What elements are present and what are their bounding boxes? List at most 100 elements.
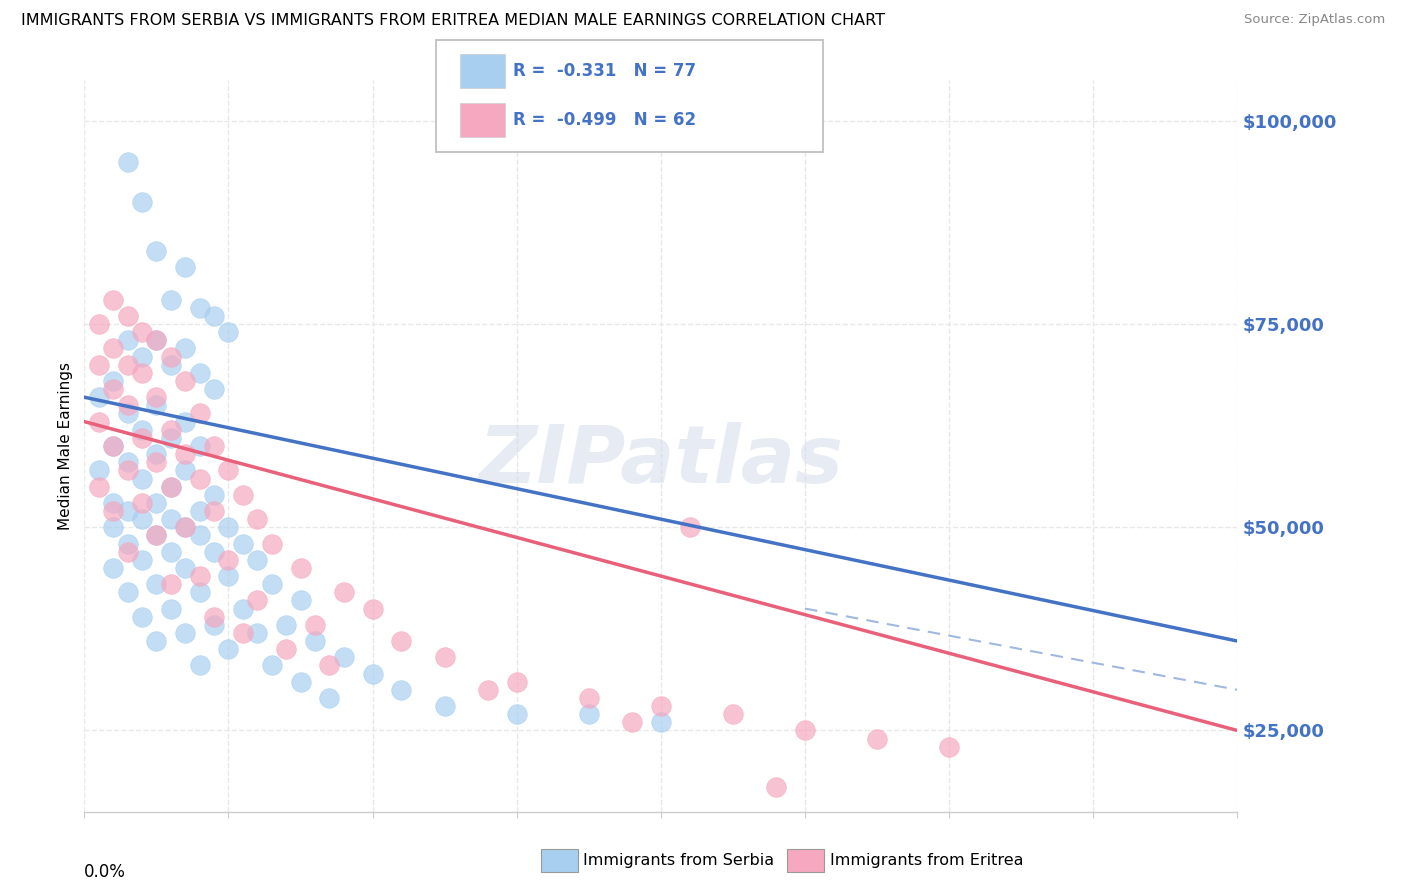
Point [131,423,153,437]
Point [260,536,283,550]
Point [202,617,225,632]
Point [145,334,167,348]
Point [103,342,124,356]
Point [103,374,124,388]
Point [174,626,197,640]
Point [174,415,197,429]
Point [650,699,672,714]
Text: R =  -0.331   N = 77: R = -0.331 N = 77 [513,62,696,79]
Point [188,504,211,518]
Point [174,260,197,275]
Point [145,390,167,404]
Point [160,431,183,445]
Point [117,398,139,412]
Point [433,650,456,665]
Point [276,617,298,632]
Point [218,553,240,567]
Point [174,520,197,534]
Point [131,350,153,364]
Point [333,585,356,599]
Point [202,309,225,323]
Point [276,642,298,657]
Point [145,528,167,542]
Point [391,634,413,648]
Point [145,634,167,648]
Point [246,626,269,640]
Point [103,504,124,518]
Point [218,569,240,583]
Text: IMMIGRANTS FROM SERBIA VS IMMIGRANTS FROM ERITREA MEDIAN MALE EARNINGS CORRELATI: IMMIGRANTS FROM SERBIA VS IMMIGRANTS FRO… [21,13,886,29]
Point [160,544,183,558]
Point [361,666,384,681]
Text: Immigrants from Serbia: Immigrants from Serbia [583,854,775,868]
Point [160,512,183,526]
Point [679,520,702,534]
Point [117,455,139,469]
Point [866,731,889,746]
Point [232,488,254,502]
Point [202,488,225,502]
Point [232,626,254,640]
Point [117,544,139,558]
Point [131,471,153,485]
Point [160,480,183,494]
Point [117,358,139,372]
Point [260,577,283,591]
Point [103,439,124,453]
Point [232,601,254,615]
Point [174,520,197,534]
Point [131,366,153,380]
Point [188,366,211,380]
Point [117,407,139,421]
Point [318,690,340,705]
Point [188,585,211,599]
Point [174,463,197,477]
Point [145,447,167,461]
Point [218,325,240,339]
Point [290,674,312,689]
Y-axis label: Median Male Earnings: Median Male Earnings [58,362,73,530]
Text: ZIPatlas: ZIPatlas [478,422,844,500]
Point [765,780,787,795]
Point [145,577,167,591]
Point [650,715,672,730]
Point [87,390,110,404]
Point [188,528,211,542]
Point [87,317,110,331]
Point [1010,829,1032,843]
Point [131,195,153,210]
Point [260,658,283,673]
Point [145,528,167,542]
Point [232,536,254,550]
Point [160,601,183,615]
Point [117,536,139,550]
Point [103,382,124,396]
Point [188,471,211,485]
Point [160,293,183,307]
Point [333,650,356,665]
Point [290,593,312,607]
Point [131,325,153,339]
Text: Immigrants from Eritrea: Immigrants from Eritrea [830,854,1024,868]
Point [117,154,139,169]
Point [578,690,600,705]
Point [218,520,240,534]
Point [218,463,240,477]
Point [145,398,167,412]
Text: Source: ZipAtlas.com: Source: ZipAtlas.com [1244,13,1385,27]
Point [202,544,225,558]
Point [117,463,139,477]
Point [103,496,124,510]
Point [117,504,139,518]
Point [188,569,211,583]
Point [87,463,110,477]
Point [87,480,110,494]
Point [131,609,153,624]
Point [938,739,960,754]
Point [174,374,197,388]
Point [361,601,384,615]
Point [131,512,153,526]
Point [290,561,312,575]
Point [506,707,529,722]
Point [103,293,124,307]
